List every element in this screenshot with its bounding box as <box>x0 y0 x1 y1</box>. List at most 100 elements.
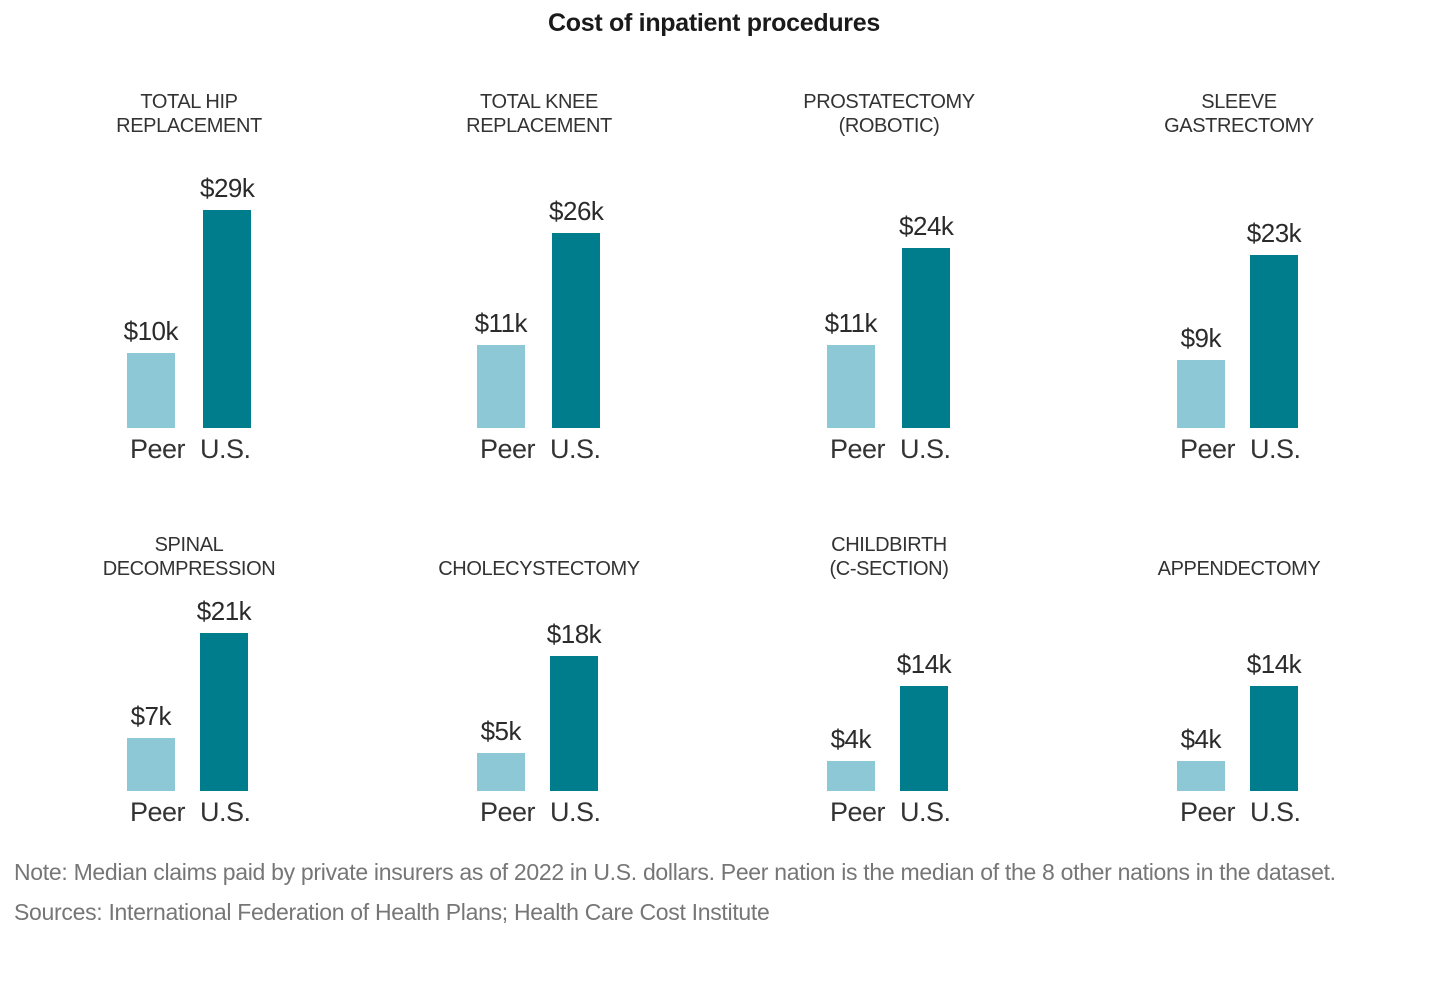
chart-row-2: SPINAL DECOMPRESSION $7k $21k Peer U.S. <box>14 533 1414 828</box>
x-axis: Peer U.S. <box>1180 796 1301 828</box>
peer-bar-group: $9k <box>1176 323 1225 428</box>
panel-title-line: CHOLECYSTECTOMY <box>438 558 640 580</box>
panel-total-hip-replacement: TOTAL HIP REPLACEMENT $10k $29k Peer U.S… <box>14 90 364 465</box>
us-bar-group: $29k <box>200 173 255 428</box>
chart-row-1: TOTAL HIP REPLACEMENT $10k $29k Peer U.S… <box>14 90 1414 465</box>
us-axis-label: U.S. <box>550 797 601 827</box>
panel-title-line: TOTAL HIP <box>140 91 238 113</box>
panel-total-knee-replacement: TOTAL KNEE REPLACEMENT $11k $26k Peer U.… <box>364 90 714 465</box>
us-axis-label: U.S. <box>900 797 951 827</box>
us-bar <box>899 686 948 791</box>
peer-bar-group: $4k <box>1176 724 1225 791</box>
panel-title-line: (C-SECTION) <box>829 558 949 580</box>
chart-figure: Cost of inpatient procedures TOTAL HIP R… <box>14 8 1414 929</box>
peer-value-label: $10k <box>123 316 179 346</box>
bar-chart: $9k $23k <box>1176 138 1302 428</box>
peer-bar-group: $4k <box>826 724 875 791</box>
panel-title-line: DECOMPRESSION <box>102 558 276 580</box>
us-bar-group: $24k <box>899 211 954 428</box>
us-value-label: $14k <box>896 649 952 679</box>
bar-chart: $11k $26k <box>475 138 604 428</box>
us-bar <box>203 210 252 428</box>
us-bar-group: $18k <box>546 619 602 791</box>
peer-axis-label: Peer <box>130 434 186 464</box>
footer-note: Note: Median claims paid by private insu… <box>14 859 1336 885</box>
peer-axis-label: Peer <box>1180 434 1236 464</box>
us-value-label: $14k <box>1246 649 1302 679</box>
panel-cholecystectomy: CHOLECYSTECTOMY $5k $18k Peer U.S. <box>364 533 714 828</box>
x-axis: Peer U.S. <box>830 796 951 828</box>
us-axis-label: U.S. <box>200 434 251 464</box>
bar-chart: $11k $24k <box>825 138 954 428</box>
us-bar <box>1249 686 1298 791</box>
bar-chart: $10k $29k <box>124 138 255 428</box>
peer-bar <box>826 345 875 428</box>
us-bar <box>902 248 951 428</box>
us-value-label: $29k <box>200 173 255 203</box>
us-value-label: $26k <box>549 196 604 226</box>
peer-value-label: $4k <box>830 724 872 754</box>
peer-bar <box>126 353 175 428</box>
x-axis: Peer U.S. <box>1180 433 1301 465</box>
panel-title: SPINAL DECOMPRESSION <box>103 533 276 581</box>
us-value-label: $21k <box>196 596 252 626</box>
peer-bar <box>1176 360 1225 428</box>
peer-bar <box>826 761 875 791</box>
us-axis-label: U.S. <box>550 434 601 464</box>
peer-axis-label: Peer <box>830 434 886 464</box>
panel-title-line: REPLACEMENT <box>116 115 262 137</box>
peer-axis-label: Peer <box>1180 797 1236 827</box>
us-value-label: $24k <box>899 211 954 241</box>
panel-title-line: APPENDECTOMY <box>1157 558 1321 580</box>
panel-prostatectomy-robotic: PROSTATECTOMY (ROBOTIC) $11k $24k Peer U… <box>714 90 1064 465</box>
us-bar-group: $23k <box>1247 218 1302 428</box>
peer-bar <box>476 345 525 428</box>
x-axis: Peer U.S. <box>480 796 601 828</box>
peer-axis-label: Peer <box>830 797 886 827</box>
us-bar <box>552 233 601 428</box>
x-axis: Peer U.S. <box>130 796 251 828</box>
peer-value-label: $11k <box>824 308 878 338</box>
panel-title-line: GASTRECTOMY <box>1164 115 1314 137</box>
peer-axis-label: Peer <box>130 797 186 827</box>
peer-value-label: $7k <box>130 701 172 731</box>
peer-value-label: $9k <box>1180 323 1222 353</box>
panel-title: TOTAL KNEE REPLACEMENT <box>466 90 612 138</box>
panel-title: APPENDECTOMY <box>1158 533 1321 581</box>
panel-childbirth-c-section: CHILDBIRTH (C-SECTION) $4k $14k Peer U.S… <box>714 533 1064 828</box>
x-axis: Peer U.S. <box>830 433 951 465</box>
panel-title: SLEEVE GASTRECTOMY <box>1164 90 1314 138</box>
panel-spinal-decompression: SPINAL DECOMPRESSION $7k $21k Peer U.S. <box>14 533 364 828</box>
us-axis-label: U.S. <box>200 797 251 827</box>
us-axis-label: U.S. <box>900 434 951 464</box>
us-value-label: $18k <box>546 619 602 649</box>
us-axis-label: U.S. <box>1250 797 1301 827</box>
peer-axis-label: Peer <box>480 434 536 464</box>
us-bar-group: $26k <box>549 196 604 428</box>
bar-chart: $5k $18k <box>476 581 602 791</box>
x-axis: Peer U.S. <box>480 433 601 465</box>
us-bar-group: $21k <box>196 596 252 791</box>
peer-bar <box>476 753 525 791</box>
peer-bar-group: $11k <box>475 308 528 428</box>
peer-bar-group: $11k <box>824 308 878 428</box>
chart-footer: Note: Median claims paid by private insu… <box>14 855 1414 929</box>
panel-title-line: (ROBOTIC) <box>838 115 940 137</box>
us-bar-group: $14k <box>896 649 952 791</box>
panel-title: CHOLECYSTECTOMY <box>438 533 640 581</box>
peer-bar-group: $7k <box>126 701 175 791</box>
us-bar-group: $14k <box>1246 649 1302 791</box>
peer-bar <box>1176 761 1225 791</box>
panel-title-line: REPLACEMENT <box>466 115 612 137</box>
peer-value-label: $5k <box>480 716 522 746</box>
panel-title: CHILDBIRTH (C-SECTION) <box>830 533 949 581</box>
us-bar <box>549 656 598 791</box>
bar-chart: $4k $14k <box>1176 581 1302 791</box>
panel-title: TOTAL HIP REPLACEMENT <box>116 90 262 138</box>
panel-appendectomy: APPENDECTOMY $4k $14k Peer U.S. <box>1064 533 1414 828</box>
us-bar <box>199 633 248 791</box>
us-bar <box>1249 255 1298 428</box>
x-axis: Peer U.S. <box>130 433 251 465</box>
peer-axis-label: Peer <box>480 797 536 827</box>
peer-bar <box>126 738 175 791</box>
